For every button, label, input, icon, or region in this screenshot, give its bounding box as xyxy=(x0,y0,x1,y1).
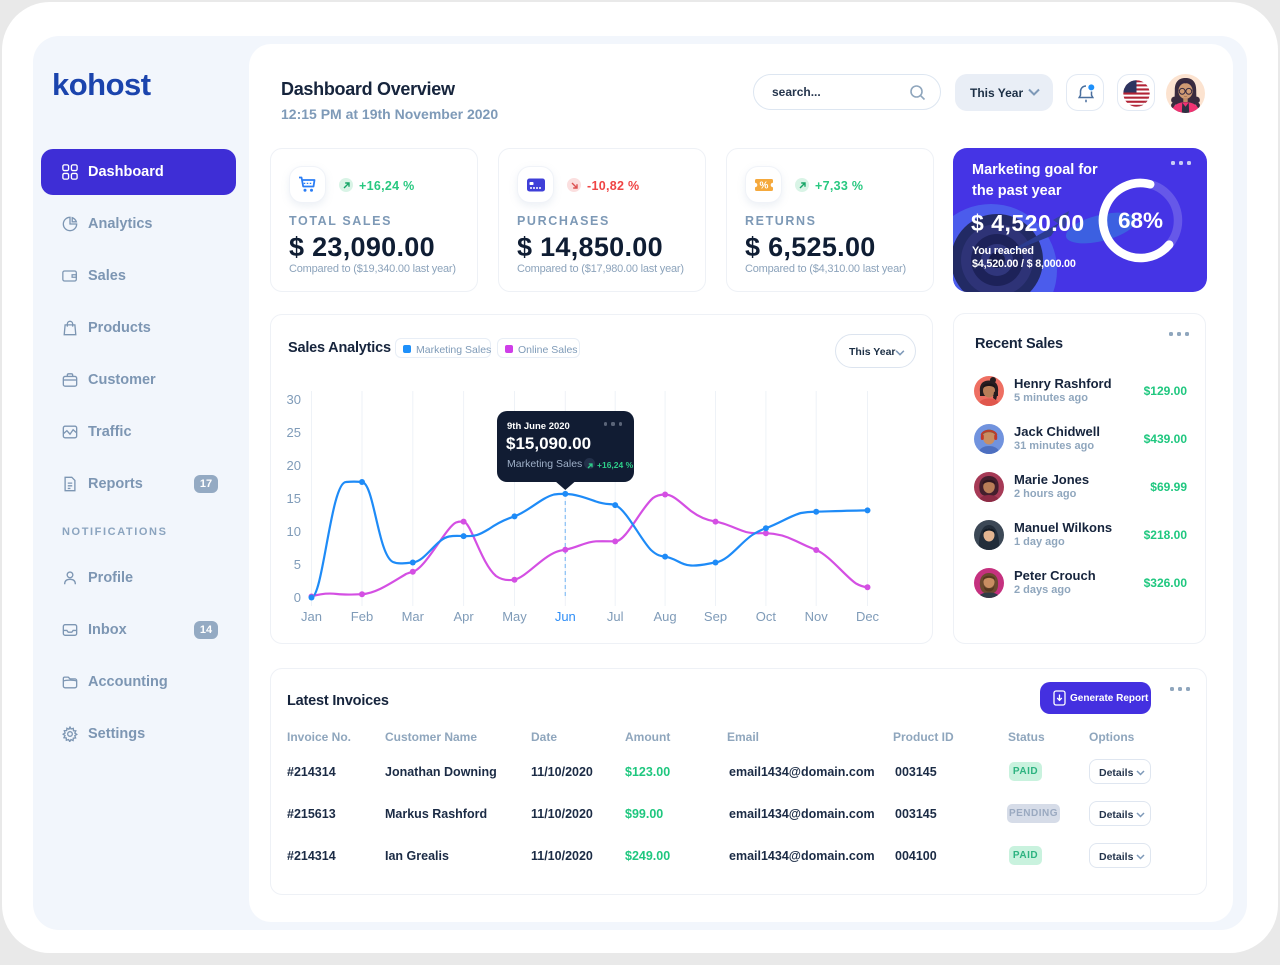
svg-text:Oct: Oct xyxy=(756,609,777,624)
svg-text:Nov: Nov xyxy=(805,609,829,624)
svg-text:0: 0 xyxy=(294,590,301,605)
svg-text:25: 25 xyxy=(287,425,301,440)
svg-text:May: May xyxy=(502,609,527,624)
svg-text:Feb: Feb xyxy=(351,609,373,624)
svg-text:20: 20 xyxy=(287,458,301,473)
svg-text:Apr: Apr xyxy=(453,609,474,624)
svg-text:Jun: Jun xyxy=(555,609,576,624)
svg-text:30: 30 xyxy=(287,392,301,407)
svg-text:10: 10 xyxy=(287,524,301,539)
svg-text:68%: 68% xyxy=(1118,208,1163,233)
svg-text:Aug: Aug xyxy=(654,609,677,624)
svg-text:Dec: Dec xyxy=(856,609,880,624)
svg-text:15: 15 xyxy=(287,491,301,506)
svg-text:5: 5 xyxy=(294,557,301,572)
svg-text:Jan: Jan xyxy=(301,609,322,624)
svg-text:Mar: Mar xyxy=(402,609,425,624)
svg-text:Sep: Sep xyxy=(704,609,727,624)
svg-text:%: % xyxy=(759,180,768,191)
svg-text:Jul: Jul xyxy=(607,609,624,624)
